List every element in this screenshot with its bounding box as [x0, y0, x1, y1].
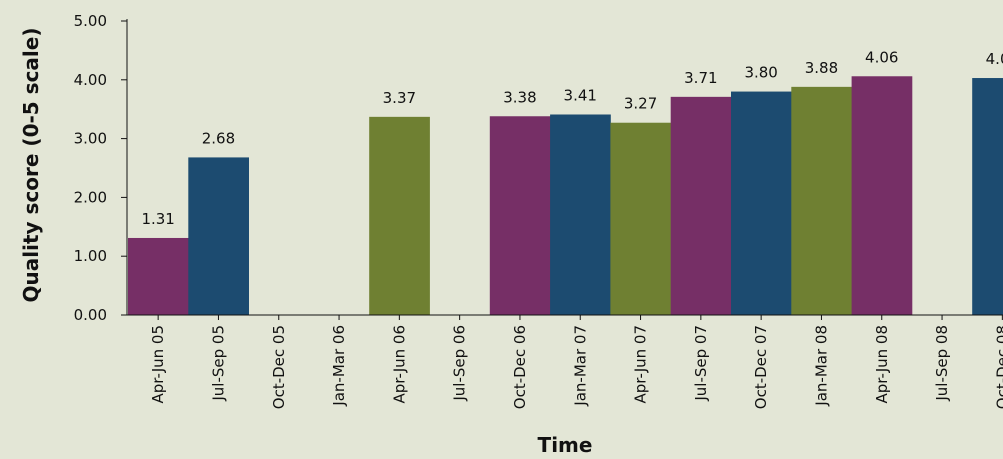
- x-tick-label: Apr-Jun 07: [632, 325, 650, 404]
- x-tick-label: Jan-Mar 06: [330, 325, 348, 407]
- x-axis: Apr-Jun 05 Jul-Sep 05 Oct-Dec 05 Jan-Mar 06…: [127, 314, 1003, 409]
- bar: [610, 122, 672, 315]
- bar: [188, 157, 249, 315]
- x-tick-label: Apr-Jun 05: [149, 325, 167, 404]
- y-axis-title: Quality score (0-5 scale): [19, 28, 43, 303]
- bars: [128, 76, 1003, 316]
- bar: [550, 114, 611, 315]
- bar-value-label: 3.88: [805, 59, 838, 77]
- bar: [791, 86, 852, 315]
- bar-value-label: 4.03: [986, 50, 1003, 68]
- x-tick-label: Apr-Jun 06: [390, 325, 408, 404]
- x-tick-label: Oct-Dec 06: [511, 325, 529, 409]
- x-tick-label: Apr-Jun 08: [873, 325, 891, 404]
- bar: [731, 91, 792, 315]
- bar-value-label: 4.06: [865, 48, 898, 66]
- y-tick-label: 2.00: [74, 188, 107, 206]
- bar: [369, 116, 430, 316]
- x-tick-label: Oct-Dec 08: [993, 325, 1003, 409]
- bar-value-label: 3.37: [383, 89, 416, 107]
- x-tick-label: Jul-Sep 08: [933, 325, 951, 402]
- y-tick-label: 3.00: [74, 130, 107, 148]
- x-tick-label: Oct-Dec 05: [270, 325, 288, 409]
- y-tick-label: 4.00: [74, 71, 107, 89]
- y-tick-label: 5.00: [74, 12, 107, 30]
- bar-value-label: 3.27: [624, 95, 657, 113]
- x-axis-title: Time: [538, 433, 593, 457]
- y-axis: 0.00 1.00 2.00 3.00 4.00 5.00: [74, 12, 128, 324]
- bar: [972, 78, 1003, 315]
- bar-value-label: 2.68: [202, 129, 235, 147]
- bar-value-label: 3.80: [744, 64, 777, 82]
- y-tick-label: 0.00: [74, 306, 107, 324]
- x-tick-label: Jul-Sep 05: [209, 325, 227, 402]
- x-tick-label: Jan-Mar 08: [812, 325, 830, 407]
- value-labels: 1.31 2.68 3.37 3.38 3.41 3.27 3.71 3.80 3.88 4.06…: [141, 48, 1003, 228]
- bar: [489, 116, 551, 315]
- bar: [670, 96, 732, 316]
- bar-value-label: 3.41: [564, 86, 597, 104]
- bar: [128, 237, 189, 315]
- x-tick-label: Jul-Sep 06: [451, 325, 469, 402]
- x-tick-label: Oct-Dec 07: [752, 325, 770, 409]
- x-tick-label: Jan-Mar 07: [571, 325, 589, 407]
- bar-value-label: 3.71: [684, 69, 717, 87]
- y-tick-label: 1.00: [74, 247, 107, 265]
- x-tick-label: Jul-Sep 07: [692, 325, 710, 402]
- bar: [851, 76, 913, 315]
- bar-value-label: 3.38: [503, 88, 536, 106]
- bar-value-label: 1.31: [141, 210, 174, 228]
